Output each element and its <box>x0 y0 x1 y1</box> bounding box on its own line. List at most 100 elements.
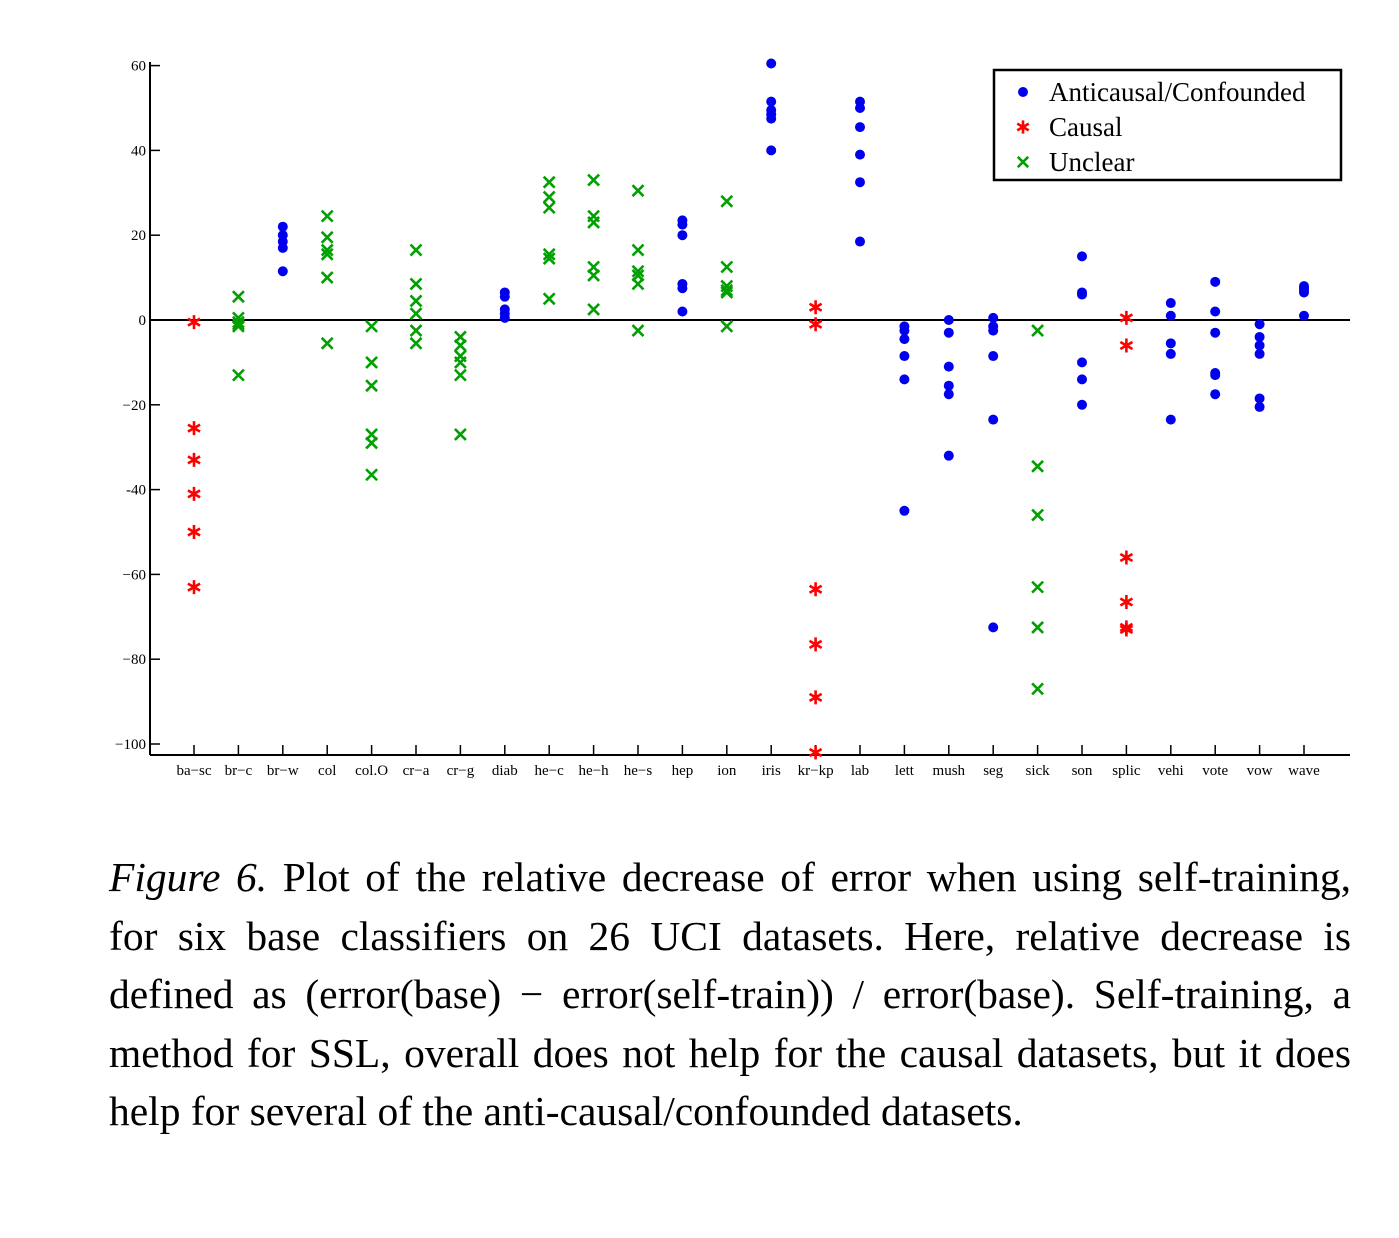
point-unclear <box>231 368 245 382</box>
x-tick-label: hep <box>672 763 694 779</box>
point-unclear <box>1031 508 1045 522</box>
x-tick-label: ion <box>717 763 737 779</box>
point-unclear <box>453 368 467 382</box>
x-tick-label: iris <box>762 763 781 779</box>
point-anticausal-confounded <box>988 351 999 362</box>
legend-label: Anticausal/Confounded <box>1049 77 1306 107</box>
point-causal <box>187 580 201 595</box>
scatter-plot: 60 40 20 0 −20 -40 −60 −80 −100 ba−sc br−c br−w col… <box>115 58 1350 779</box>
point-unclear <box>631 264 645 278</box>
point-unclear <box>542 247 556 261</box>
point-causal <box>187 525 201 539</box>
point-anticausal-confounded <box>1077 374 1087 385</box>
point-anticausal-confounded <box>499 312 510 323</box>
point-unclear <box>231 317 245 331</box>
point-unclear <box>320 243 334 257</box>
point-causal <box>808 300 823 315</box>
point-unclear <box>409 294 423 308</box>
point-anticausal-confounded <box>899 505 910 516</box>
data-marks <box>187 58 1309 760</box>
point-unclear <box>587 269 601 282</box>
point-unclear <box>542 175 556 189</box>
point-causal <box>187 452 201 467</box>
point-causal <box>1119 310 1134 325</box>
point-anticausal-confounded <box>1077 357 1087 368</box>
point-anticausal-confounded <box>499 291 510 302</box>
point-anticausal-confounded <box>855 103 865 113</box>
point-anticausal-confounded <box>1165 348 1176 359</box>
point-unclear <box>320 209 334 223</box>
x-tick-label: col.O <box>355 763 388 779</box>
x-tick-label: vow <box>1247 763 1273 779</box>
point-unclear <box>720 286 734 299</box>
point-causal <box>187 315 201 330</box>
point-anticausal-confounded <box>1165 298 1176 309</box>
point-unclear <box>365 468 379 482</box>
point-unclear <box>631 243 645 257</box>
point-anticausal-confounded <box>766 145 777 156</box>
x-tick-label: he−h <box>579 763 610 779</box>
x-tick-label: br−w <box>267 763 299 779</box>
point-unclear <box>542 190 556 204</box>
point-anticausal-confounded <box>1077 251 1087 262</box>
point-unclear <box>409 324 423 338</box>
point-causal <box>187 421 201 436</box>
point-anticausal-confounded <box>1254 348 1265 359</box>
figure-caption: Figure 6. Plot of the relative decrease … <box>109 848 1351 1141</box>
x-ticks: ba−sc br−c br−w col col.O cr−a cr−g diab he−c he−… <box>176 745 1320 779</box>
point-anticausal-confounded <box>899 374 910 385</box>
point-unclear <box>631 277 645 291</box>
point-unclear <box>409 336 423 350</box>
legend-box <box>992 68 1343 182</box>
point-anticausal-confounded <box>1165 338 1176 349</box>
point-anticausal-confounded <box>766 58 777 69</box>
point-anticausal-confounded <box>277 266 288 277</box>
legend: Anticausal/Confounded Causal Unclear <box>992 68 1343 182</box>
y-tick-label: 40 <box>131 143 146 159</box>
point-anticausal-confounded <box>1254 331 1265 342</box>
x-tick-label: wave <box>1288 763 1320 779</box>
point-unclear <box>231 290 245 304</box>
x-tick-label: cr−a <box>403 763 430 779</box>
y-tick-label: 20 <box>131 228 146 244</box>
point-causal <box>1119 550 1134 565</box>
point-anticausal-confounded <box>1210 327 1221 338</box>
point-unclear <box>320 230 334 244</box>
point-causal <box>808 317 823 332</box>
point-anticausal-confounded <box>677 283 688 294</box>
point-unclear <box>1031 580 1045 594</box>
point-unclear <box>365 319 379 333</box>
point-anticausal-confounded <box>766 96 777 107</box>
point-anticausal-confounded <box>855 236 865 247</box>
x-tick-label: lett <box>895 763 915 779</box>
point-anticausal-confounded <box>1299 287 1309 298</box>
point-anticausal-confounded <box>855 149 865 160</box>
point-causal <box>1119 622 1134 637</box>
x-tick-label: vote <box>1202 763 1228 779</box>
point-anticausal-confounded <box>943 389 954 400</box>
point-anticausal-confounded <box>677 306 688 317</box>
point-unclear <box>587 173 601 187</box>
point-anticausal-confounded <box>1254 393 1265 404</box>
point-anticausal-confounded <box>766 113 777 124</box>
point-anticausal-confounded <box>277 242 288 253</box>
point-unclear <box>409 307 423 321</box>
x-tick-label: vehi <box>1158 763 1184 779</box>
point-anticausal-confounded <box>988 325 999 336</box>
point-unclear <box>1031 620 1045 634</box>
point-anticausal-confounded <box>855 177 865 188</box>
axes <box>149 62 1350 756</box>
point-anticausal-confounded <box>943 315 954 325</box>
point-unclear <box>231 315 245 329</box>
x-tick-label: son <box>1072 763 1093 779</box>
x-tick-label: lab <box>851 763 869 779</box>
x-tick-label: seg <box>983 763 1003 779</box>
x-tick-label: kr−kp <box>798 763 834 779</box>
point-anticausal-confounded <box>855 122 865 133</box>
point-anticausal-confounded <box>943 380 954 391</box>
x-tick-label: col <box>318 763 336 779</box>
point-anticausal-confounded <box>1165 310 1176 321</box>
point-unclear <box>1031 459 1045 473</box>
point-causal <box>187 486 201 501</box>
point-causal <box>808 582 823 597</box>
